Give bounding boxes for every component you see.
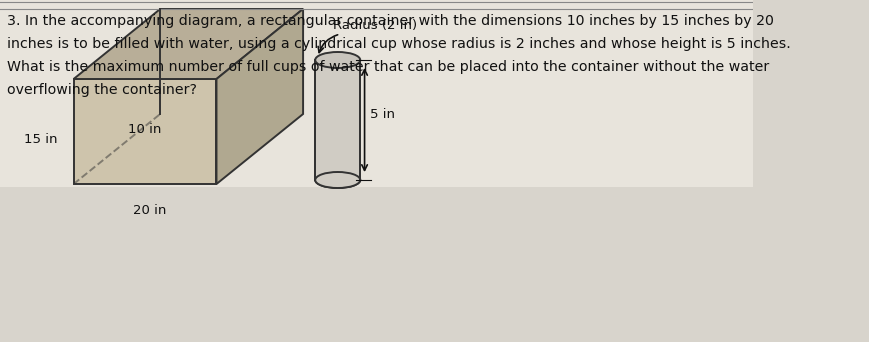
- Text: Radius (2 in): Radius (2 in): [334, 19, 417, 32]
- Text: 5 in: 5 in: [370, 107, 395, 120]
- Text: 20 in: 20 in: [133, 204, 166, 217]
- Polygon shape: [0, 0, 753, 187]
- Polygon shape: [74, 79, 216, 184]
- Text: inches is to be filled with water, using a cylindrical cup whose radius is 2 inc: inches is to be filled with water, using…: [7, 37, 791, 51]
- Text: 10 in: 10 in: [128, 123, 162, 136]
- Ellipse shape: [315, 172, 361, 188]
- Polygon shape: [315, 60, 361, 180]
- Text: What is the maximum number of full cups of water that can be placed into the con: What is the maximum number of full cups …: [7, 60, 769, 74]
- Ellipse shape: [315, 172, 361, 188]
- Text: 3. In the accompanying diagram, a rectangular container with the dimensions 10 i: 3. In the accompanying diagram, a rectan…: [7, 14, 773, 28]
- Polygon shape: [216, 9, 303, 184]
- Polygon shape: [74, 9, 303, 79]
- Ellipse shape: [315, 52, 361, 68]
- Text: 15 in: 15 in: [24, 133, 57, 146]
- Text: overflowing the container?: overflowing the container?: [7, 83, 197, 97]
